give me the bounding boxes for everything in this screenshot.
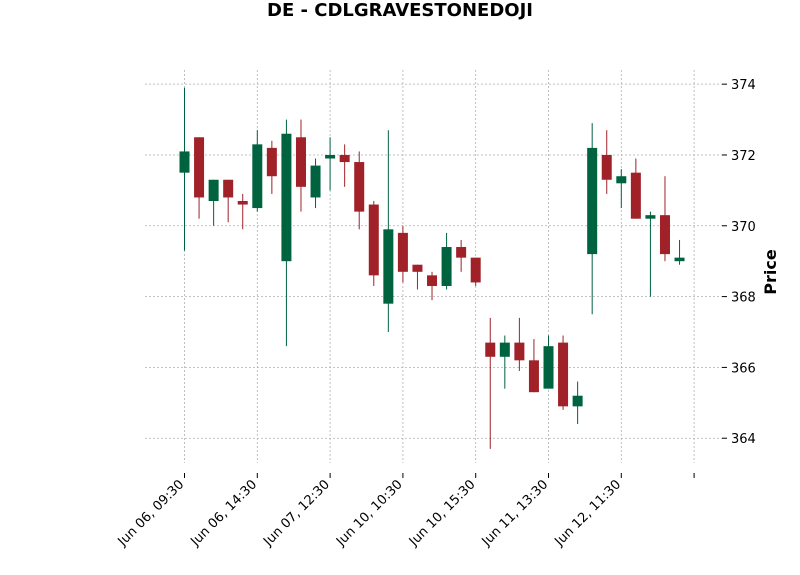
candle-body-down xyxy=(237,201,248,205)
candle-body-down xyxy=(223,179,234,198)
candle-body-up xyxy=(383,229,394,304)
candle-body-up xyxy=(674,257,685,262)
chart-title: DE - CDLGRAVESTONEDOJI xyxy=(267,0,533,21)
candle-body-down xyxy=(427,275,438,286)
x-tick-label: Jun 06, 09:30 xyxy=(115,477,188,550)
x-tick-label: Jun 12, 11:30 xyxy=(551,477,624,550)
candle-body-up xyxy=(572,395,583,407)
y-tick-label: 370 xyxy=(731,220,756,235)
y-tick-label: 366 xyxy=(731,361,756,376)
y-tick-label: 372 xyxy=(731,149,756,164)
candle-body-down xyxy=(368,204,379,276)
y-tick-label: 368 xyxy=(731,291,756,306)
candle-body-up xyxy=(252,144,263,209)
candle-body-up xyxy=(281,133,292,262)
candle-body-down xyxy=(659,215,670,255)
y-axis-title: Price xyxy=(761,249,780,295)
grid-layer xyxy=(145,70,722,463)
candle-body-up xyxy=(543,346,554,389)
candle-body-down xyxy=(528,360,539,393)
candle-body-up xyxy=(645,215,656,219)
candle-body-up xyxy=(179,151,190,173)
candle-body-up xyxy=(310,165,321,198)
candle-body-up xyxy=(616,176,627,184)
candle-body-up xyxy=(441,247,452,286)
candle-body-down xyxy=(266,147,277,177)
candle-body-down xyxy=(485,342,496,357)
candle-body-down xyxy=(470,257,481,283)
candle-layer xyxy=(179,87,685,449)
candle-body-down xyxy=(456,247,467,258)
candle-body-down xyxy=(412,264,423,272)
x-tick-label: Jun 07, 12:30 xyxy=(260,477,333,550)
x-tick-label: Jun 06, 14:30 xyxy=(187,477,260,550)
candle-body-down xyxy=(630,172,641,219)
candle-body-up xyxy=(587,147,598,255)
x-tick-label: Jun 11, 13:30 xyxy=(479,477,552,550)
candle-body-up xyxy=(499,342,510,357)
y-tick-label: 374 xyxy=(731,78,756,93)
candle-body-down xyxy=(295,137,306,187)
candle-body-up xyxy=(208,179,219,201)
axis-layer: 364 366 368 370 372 374 Jun 06, 09:30 Jun 06, 1… xyxy=(115,78,756,550)
candle-body-down xyxy=(354,162,365,212)
x-tick-label: Jun 10, 15:30 xyxy=(406,477,479,550)
candle-body-down xyxy=(397,232,408,272)
y-tick-label: 364 xyxy=(731,432,756,447)
candle-body-down xyxy=(514,342,525,361)
candle-body-down xyxy=(601,154,612,180)
x-tick-label: Jun 10, 10:30 xyxy=(333,477,406,550)
candle-body-down xyxy=(558,342,569,407)
candle-body-down xyxy=(339,154,350,163)
candle-body-up xyxy=(325,154,336,159)
candle-body-down xyxy=(194,137,205,198)
